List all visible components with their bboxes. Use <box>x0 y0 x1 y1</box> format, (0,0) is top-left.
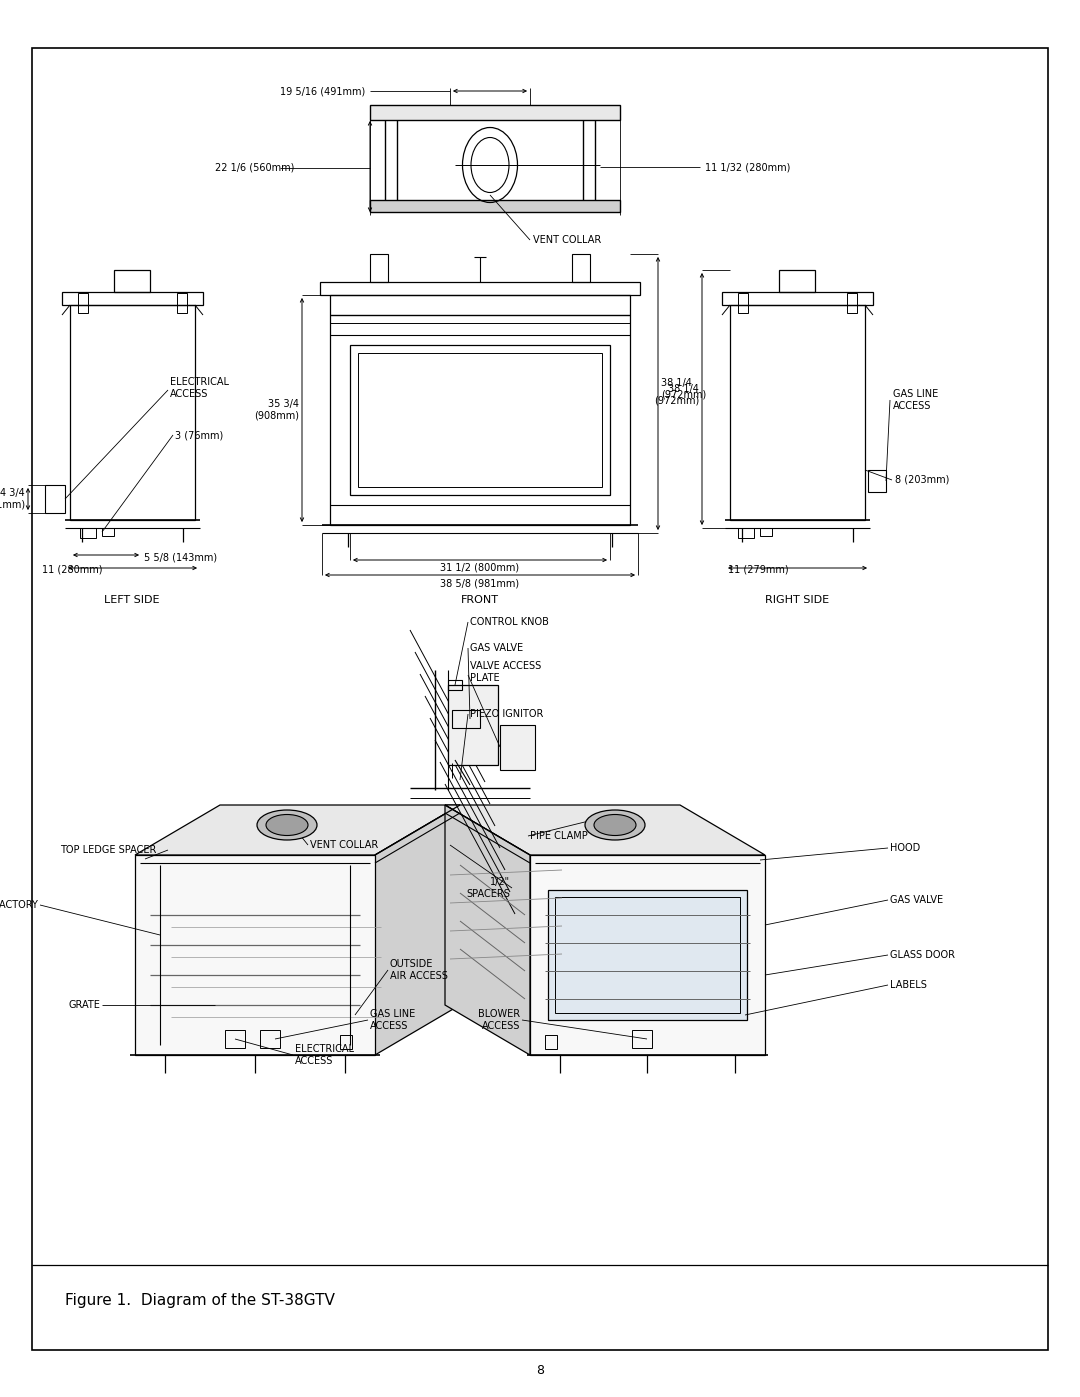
Bar <box>760 528 772 536</box>
Polygon shape <box>375 805 460 1055</box>
Polygon shape <box>445 805 765 855</box>
Text: 3 (76mm): 3 (76mm) <box>175 430 224 440</box>
Bar <box>357 353 602 488</box>
Bar <box>225 1030 245 1048</box>
Bar <box>545 1035 557 1049</box>
Bar <box>340 1035 352 1049</box>
Bar <box>530 855 765 1055</box>
Bar <box>320 282 640 295</box>
Text: 31 1/2 (800mm): 31 1/2 (800mm) <box>441 563 519 573</box>
Text: TOP LEDGE SPACER: TOP LEDGE SPACER <box>60 845 157 855</box>
Bar <box>350 345 610 495</box>
Text: 8 (203mm): 8 (203mm) <box>895 475 949 485</box>
Text: RIGHT SIDE: RIGHT SIDE <box>765 595 829 605</box>
Bar <box>632 1030 652 1048</box>
Bar <box>555 897 740 1013</box>
Text: HOOD: HOOD <box>890 842 920 854</box>
Ellipse shape <box>257 810 318 840</box>
Text: VENT COLLAR: VENT COLLAR <box>310 840 378 849</box>
Text: 5 5/8 (143mm): 5 5/8 (143mm) <box>144 552 217 562</box>
Polygon shape <box>445 805 530 1055</box>
Bar <box>45 485 65 513</box>
Bar <box>738 528 754 538</box>
Text: 1/2"
SPACERS: 1/2" SPACERS <box>467 877 510 898</box>
Text: GAS VALVE: GAS VALVE <box>470 643 523 652</box>
Bar <box>448 685 498 766</box>
Text: FRONT: FRONT <box>461 595 499 605</box>
Text: LABELS: LABELS <box>890 981 927 990</box>
Text: 11 1/32 (280mm): 11 1/32 (280mm) <box>705 162 791 172</box>
Text: SIDE REFRACTORY: SIDE REFRACTORY <box>0 900 38 909</box>
Text: PIPE CLAMP: PIPE CLAMP <box>530 831 588 841</box>
Polygon shape <box>135 805 460 855</box>
Bar <box>730 305 865 520</box>
Ellipse shape <box>594 814 636 835</box>
Bar <box>177 293 187 313</box>
Text: GLASS DOOR: GLASS DOOR <box>890 950 955 960</box>
Text: GAS VALVE: GAS VALVE <box>890 895 943 905</box>
Bar <box>114 270 150 292</box>
Text: 19 5/16 (491mm): 19 5/16 (491mm) <box>280 87 365 96</box>
Text: VALVE ACCESS
PLATE: VALVE ACCESS PLATE <box>470 661 541 683</box>
Bar <box>738 293 748 313</box>
Bar <box>330 295 630 525</box>
Ellipse shape <box>266 814 308 835</box>
Text: PIEZO IGNITOR: PIEZO IGNITOR <box>470 710 543 719</box>
Text: 11 (279mm): 11 (279mm) <box>728 564 788 576</box>
Text: VENT COLLAR: VENT COLLAR <box>534 235 602 244</box>
Text: 35 3/4
(908mm): 35 3/4 (908mm) <box>254 400 299 420</box>
Text: 22 1/6 (560mm): 22 1/6 (560mm) <box>215 163 295 173</box>
Bar <box>723 292 873 305</box>
Bar <box>868 469 886 492</box>
Text: ELECTRICAL
ACCESS: ELECTRICAL ACCESS <box>295 1044 354 1066</box>
Text: LEFT SIDE: LEFT SIDE <box>105 595 160 605</box>
Bar <box>370 105 620 120</box>
Bar <box>779 270 815 292</box>
Text: GRATE: GRATE <box>68 1000 100 1010</box>
Bar <box>548 890 747 1020</box>
Text: 38 5/8 (981mm): 38 5/8 (981mm) <box>441 578 519 588</box>
Text: ELECTRICAL
ACCESS: ELECTRICAL ACCESS <box>170 377 229 398</box>
Text: 38 1/4
(972mm): 38 1/4 (972mm) <box>661 379 706 400</box>
Text: 11 (280mm): 11 (280mm) <box>42 564 103 576</box>
Bar <box>102 528 114 536</box>
Bar <box>260 1030 280 1048</box>
Bar <box>847 293 858 313</box>
Bar <box>500 725 535 770</box>
Text: 38 1/4
(972mm): 38 1/4 (972mm) <box>653 384 699 405</box>
Text: 4 3/4
(121mm): 4 3/4 (121mm) <box>0 488 25 510</box>
Bar <box>370 200 620 212</box>
Bar <box>135 855 375 1055</box>
Bar <box>62 292 203 305</box>
Bar <box>572 254 590 282</box>
Text: OUTSIDE
AIR ACCESS: OUTSIDE AIR ACCESS <box>390 960 448 981</box>
Text: 8: 8 <box>536 1363 544 1376</box>
Text: Figure 1.  Diagram of the ST-38GTV: Figure 1. Diagram of the ST-38GTV <box>65 1292 335 1308</box>
Bar <box>448 680 462 690</box>
Bar <box>80 528 96 538</box>
Bar <box>70 305 195 520</box>
Ellipse shape <box>585 810 645 840</box>
Bar <box>78 293 87 313</box>
Bar <box>370 254 388 282</box>
Text: GAS LINE
ACCESS: GAS LINE ACCESS <box>370 1009 415 1031</box>
Text: GAS LINE
ACCESS: GAS LINE ACCESS <box>893 390 939 411</box>
Text: CONTROL KNOB: CONTROL KNOB <box>470 617 549 627</box>
Bar <box>453 710 480 728</box>
Text: BLOWER
ACCESS: BLOWER ACCESS <box>477 1009 519 1031</box>
